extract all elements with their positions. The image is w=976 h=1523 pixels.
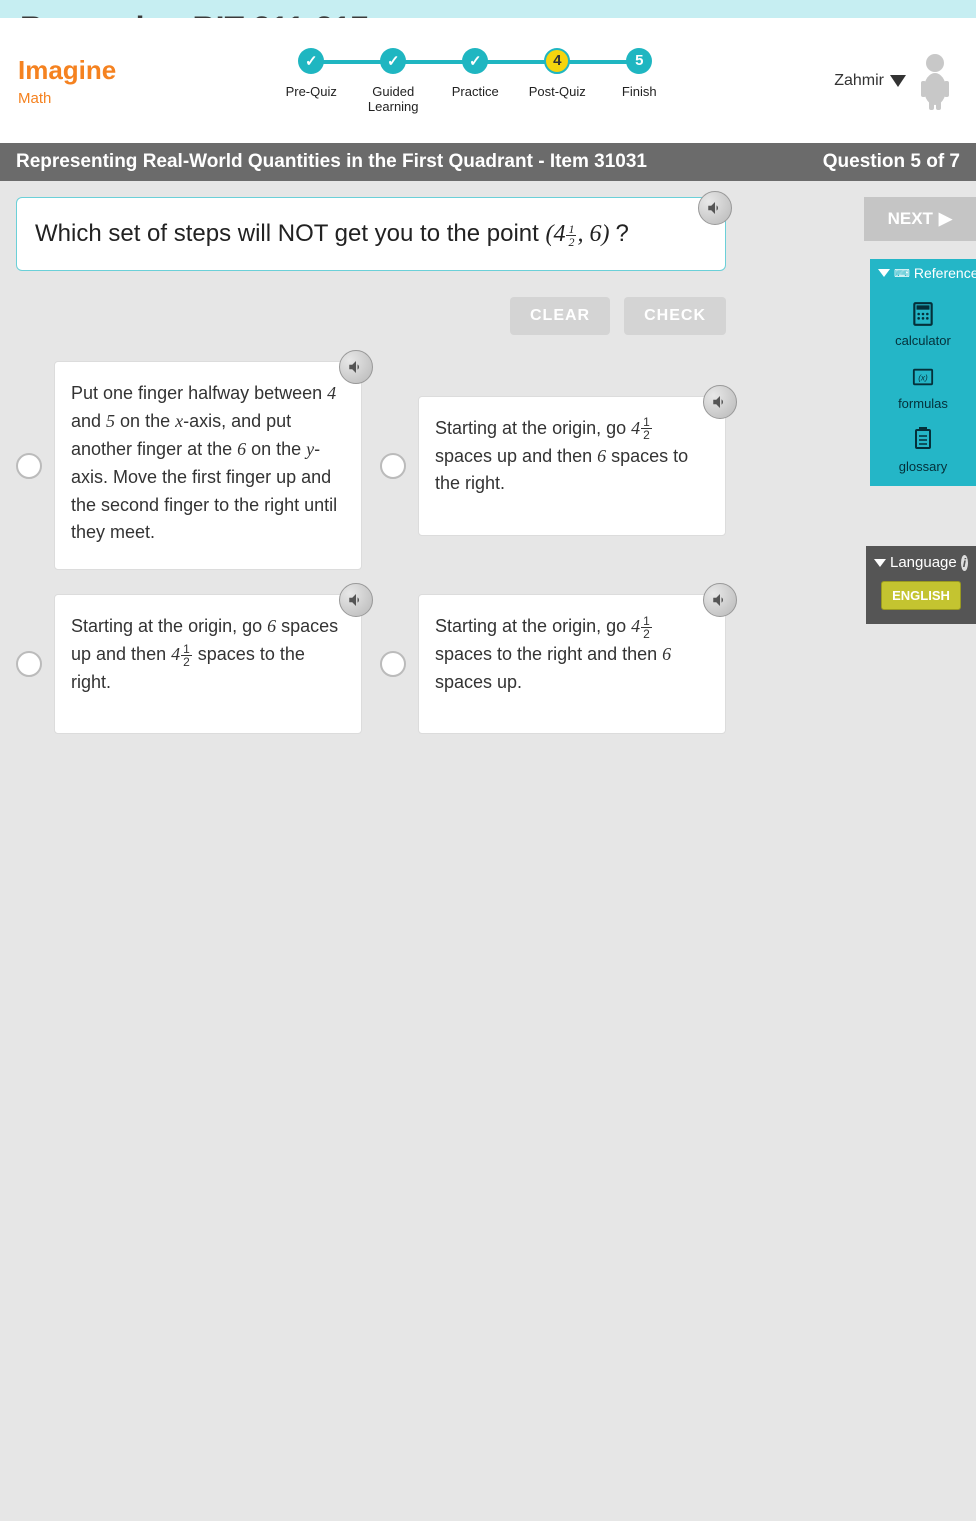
action-buttons: CLEAR CHECK (16, 297, 726, 335)
chevron-down-icon (874, 559, 886, 567)
step-post-quiz[interactable]: 4 Post-Quiz (516, 48, 598, 99)
answer-audio-button[interactable] (339, 350, 373, 384)
chevron-down-icon (890, 75, 906, 87)
answer-audio-button[interactable] (703, 385, 737, 419)
answer-option-3[interactable]: Starting at the origin, go 6 spaces up a… (16, 594, 362, 734)
brand-sub: Math (18, 90, 116, 107)
step-practice[interactable]: Practice (434, 48, 516, 99)
step-node-future: 5 (626, 48, 652, 74)
content-area: NEXT ▶ Which set of steps will NOT get y… (0, 181, 976, 1521)
avatar-icon (914, 51, 956, 111)
radio-button[interactable] (380, 651, 406, 677)
glossary-icon (908, 425, 938, 455)
title-bar: Representing Real-World Quantities in th… (0, 143, 976, 181)
brand-name: Imagine (18, 55, 116, 86)
answer-audio-button[interactable] (339, 583, 373, 617)
top-banner: Reasoning RIT 211-217 (0, 0, 976, 18)
formulas-label: formulas (898, 396, 948, 411)
fraction: 12 (566, 223, 576, 248)
question-audio-button[interactable] (698, 191, 732, 225)
language-title: Language (890, 554, 957, 571)
answer-audio-button[interactable] (703, 583, 737, 617)
step-label: Post-Quiz (529, 84, 586, 99)
calculator-icon (908, 299, 938, 329)
answer-option-4[interactable]: Starting at the origin, go 412 spaces to… (380, 594, 726, 734)
check-button[interactable]: CHECK (624, 297, 726, 335)
header: Imagine Math Pre-Quiz Guided Learning Pr… (0, 18, 976, 143)
fraction: 12 (641, 615, 652, 640)
question-counter: Question 5 of 7 (823, 151, 960, 173)
fraction: 12 (181, 643, 192, 668)
step-guided-learning[interactable]: Guided Learning (352, 48, 434, 114)
info-icon[interactable]: i (961, 555, 968, 571)
step-label: Practice (452, 84, 499, 99)
radio-button[interactable] (16, 453, 42, 479)
clear-button[interactable]: CLEAR (510, 297, 610, 335)
step-node-done (380, 48, 406, 74)
formulas-tool[interactable]: (x) formulas (898, 362, 948, 411)
chevron-down-icon (878, 269, 890, 277)
step-node-done (462, 48, 488, 74)
reference-header[interactable]: ⌨ Reference (870, 259, 976, 287)
radio-button[interactable] (16, 651, 42, 677)
step-label: Finish (622, 84, 657, 99)
next-label: NEXT (888, 209, 933, 229)
language-panel: Language i ENGLISH (866, 546, 976, 624)
calculator-tool[interactable]: calculator (895, 299, 951, 348)
glossary-label: glossary (899, 459, 947, 474)
user-menu[interactable]: Zahmir (834, 72, 906, 90)
svg-text:(x): (x) (918, 374, 928, 383)
speaker-icon (347, 591, 365, 609)
progress-steps: Pre-Quiz Guided Learning Practice 4 Post… (116, 48, 834, 114)
fraction: 12 (641, 416, 652, 441)
answer-card: Starting at the origin, go 412 spaces up… (418, 396, 726, 536)
answer-option-1[interactable]: Put one finger halfway between 4 and 5 o… (16, 361, 362, 570)
play-icon: ▶ (939, 209, 952, 229)
answer-card: Starting at the origin, go 412 spaces to… (418, 594, 726, 734)
step-label: Guided Learning (352, 84, 434, 114)
step-node-done (298, 48, 324, 74)
answer-card: Starting at the origin, go 6 spaces up a… (54, 594, 362, 734)
username: Zahmir (834, 72, 884, 90)
speaker-icon (711, 393, 729, 411)
step-pre-quiz[interactable]: Pre-Quiz (270, 48, 352, 99)
step-node-current: 4 (544, 48, 570, 74)
answer-option-2[interactable]: Starting at the origin, go 412 spaces up… (380, 361, 726, 570)
formulas-icon: (x) (908, 362, 938, 392)
glossary-tool[interactable]: glossary (899, 425, 947, 474)
avatar[interactable] (914, 51, 956, 111)
lesson-title: Representing Real-World Quantities in th… (16, 151, 647, 173)
english-button[interactable]: ENGLISH (881, 581, 961, 610)
step-finish[interactable]: 5 Finish (598, 48, 680, 99)
speaker-icon (711, 591, 729, 609)
calculator-label: calculator (895, 333, 951, 348)
answers-grid: Put one finger halfway between 4 and 5 o… (16, 361, 726, 734)
language-header[interactable]: Language i (874, 554, 968, 571)
question-box: Which set of steps will NOT get you to t… (16, 197, 726, 271)
speaker-icon (706, 199, 724, 217)
answer-card: Put one finger halfway between 4 and 5 o… (54, 361, 362, 570)
step-label: Pre-Quiz (286, 84, 337, 99)
speaker-icon (347, 358, 365, 376)
brand: Imagine Math (18, 55, 116, 107)
next-button[interactable]: NEXT ▶ (864, 197, 976, 241)
reference-panel: ⌨ Reference calculator (x) formulas glo (870, 259, 976, 486)
radio-button[interactable] (380, 453, 406, 479)
question-text: Which set of steps will NOT get you to t… (35, 220, 545, 247)
reference-title: Reference (914, 265, 976, 281)
